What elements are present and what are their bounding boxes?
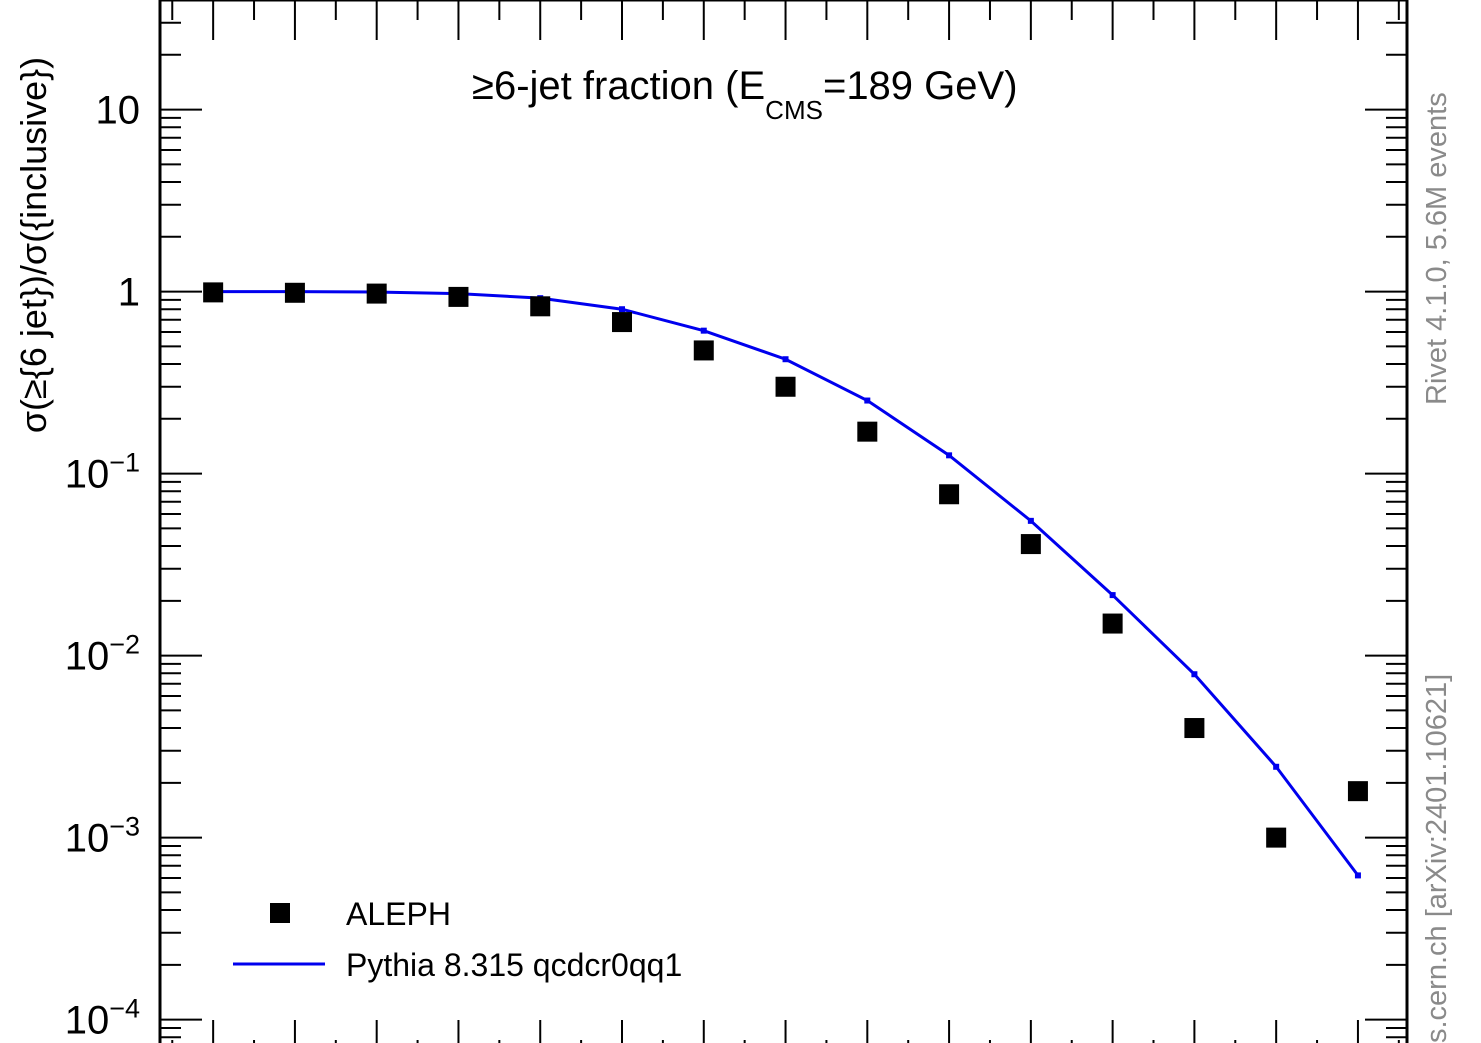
- pythia-point: [619, 306, 626, 313]
- y-tick-label: 10−4: [65, 994, 140, 1043]
- aleph-point: [775, 376, 796, 397]
- y-tick-label: 10−2: [65, 630, 140, 679]
- aleph-point: [939, 484, 960, 505]
- y-axis-ticks: [160, 0, 1407, 1039]
- y-tick-label: 10−1: [65, 448, 140, 497]
- x-axis-ticks: [171, 0, 1400, 1043]
- aleph-point: [1347, 781, 1368, 802]
- aleph-point: [203, 282, 224, 303]
- aleph-point: [1020, 534, 1041, 555]
- source-reference-label: s.cern.ch [arXiv:2401.10621]: [1421, 674, 1453, 1043]
- y-tick-label: 10−3: [65, 812, 140, 861]
- aleph-point: [1266, 827, 1287, 848]
- aleph-point: [366, 283, 387, 304]
- pythia-point: [782, 356, 789, 363]
- aleph-series: [203, 282, 1368, 848]
- pythia-point: [700, 327, 707, 334]
- chart-title: ≥6-jet fraction (ECMS=189 GeV): [472, 64, 1018, 125]
- aleph-point: [612, 312, 633, 333]
- y-tick-label: 10: [96, 89, 141, 133]
- y-axis-tick-labels: 10 1 10−1 10−2 10−3 10−4: [65, 89, 140, 1043]
- pythia-point: [1027, 517, 1034, 524]
- pythia-point: [1273, 763, 1280, 770]
- legend-label-aleph: ALEPH: [346, 896, 451, 932]
- aleph-point: [530, 296, 551, 317]
- pythia-point: [1109, 592, 1116, 599]
- y-axis-label: σ(≥{6 jet})/σ({inclusive}): [13, 57, 54, 433]
- aleph-point: [448, 286, 469, 307]
- legend-label-pythia: Pythia 8.315 qcdcr0qq1: [346, 947, 682, 983]
- plot-frame: [158, 0, 1409, 1043]
- y-tick-label: 1: [118, 271, 140, 315]
- pythia-point: [1354, 872, 1361, 879]
- aleph-point: [857, 421, 878, 442]
- aleph-point: [693, 340, 714, 361]
- aleph-point: [1102, 613, 1123, 634]
- pythia-point: [864, 397, 871, 404]
- pythia-point: [1191, 671, 1198, 678]
- pythia-point: [946, 452, 953, 459]
- legend: ALEPH Pythia 8.315 qcdcr0qq1: [233, 896, 682, 983]
- rivet-version-label: Rivet 4.1.0, 5.6M events: [1421, 92, 1453, 405]
- aleph-point: [284, 282, 305, 303]
- aleph-point: [1184, 718, 1205, 739]
- legend-marker-aleph: [270, 903, 290, 923]
